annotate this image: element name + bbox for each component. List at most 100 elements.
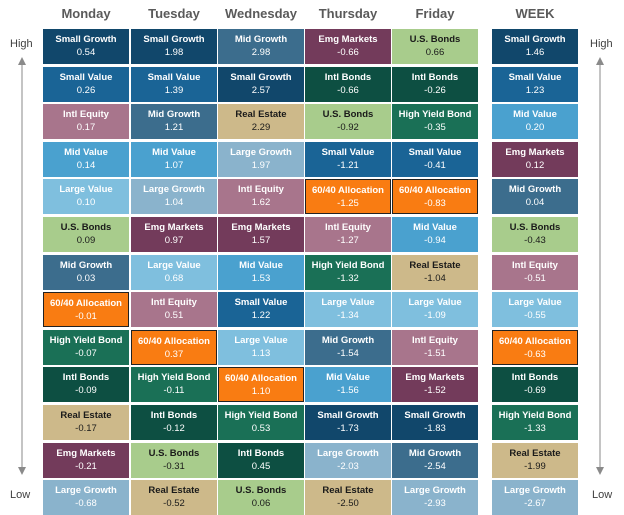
- low-label-left: Low: [10, 489, 31, 501]
- cell-tuesday-intl-equity: Intl Equity 0.51: [131, 292, 217, 328]
- return-value-label: 0.51: [164, 310, 184, 322]
- asset-name-label: Small Value: [321, 146, 375, 158]
- return-value-label: 0.09: [76, 235, 96, 246]
- cell-thursday-large-growth: Large Growth -2.03: [305, 442, 391, 478]
- cell-wednesday-mid-value: Mid Value 1.53: [218, 254, 304, 290]
- cell-tuesday-large-growth: Large Growth 1.04: [131, 179, 217, 215]
- asset-name-label: Large Value: [59, 184, 113, 196]
- return-value-label: 0.12: [525, 159, 545, 171]
- return-value-label: 0.97: [164, 235, 184, 246]
- asset-name-label: 60/40 Allocation: [312, 185, 384, 197]
- cell-friday-small-value: Small Value -0.41: [392, 141, 478, 177]
- cell-week-emg-markets: Emg Markets 0.12: [492, 141, 578, 177]
- return-value-label: 0.26: [76, 84, 96, 96]
- return-value-label: -0.26: [424, 84, 446, 96]
- asset-name-label: Small Growth: [55, 34, 117, 45]
- cell-wednesday-large-growth: Large Growth 1.97: [218, 141, 304, 177]
- cell-tuesday-high-yield-bond: High Yield Bond -0.11: [131, 367, 217, 403]
- column-header-monday: Monday: [61, 6, 111, 21]
- cell-friday-intl-equity: Intl Equity -1.51: [392, 329, 478, 365]
- return-value-label: -0.51: [524, 272, 546, 284]
- asset-name-label: Intl Bonds: [237, 447, 285, 459]
- return-value-label: -0.11: [163, 385, 185, 397]
- return-value-label: -0.66: [337, 84, 359, 96]
- asset-name-label: Intl Bonds: [150, 410, 198, 421]
- cell-thursday-real-estate: Real Estate -2.50: [305, 480, 391, 515]
- cell-wednesday-60-40-allocation: 60/40 Allocation 1.10: [218, 367, 304, 403]
- return-value-label: 1.62: [251, 197, 271, 209]
- return-value-label: -0.17: [75, 423, 97, 434]
- asset-name-label: Real Estate: [409, 259, 461, 271]
- return-value-label: -1.52: [424, 385, 446, 397]
- cell-thursday-high-yield-bond: High Yield Bond -1.32: [305, 254, 391, 290]
- cell-monday-intl-equity: Intl Equity 0.17: [43, 104, 129, 140]
- column-header-friday: Friday: [415, 6, 455, 21]
- return-value-label: 1.10: [251, 386, 271, 398]
- asset-name-label: High Yield Bond: [137, 372, 211, 384]
- return-value-label: 0.17: [76, 122, 96, 134]
- asset-name-label: Emg Markets: [144, 222, 204, 233]
- return-value-label: -1.33: [524, 423, 546, 434]
- asset-name-label: Small Growth: [317, 410, 379, 421]
- return-value-label: -1.27: [337, 235, 359, 246]
- asset-name-label: Intl Equity: [512, 259, 558, 271]
- cell-wednesday-intl-equity: Intl Equity 1.62: [218, 179, 304, 215]
- return-value-label: -0.94: [424, 235, 446, 246]
- asset-name-label: U.S. Bonds: [409, 34, 461, 45]
- asset-name-label: Emg Markets: [505, 146, 565, 158]
- return-value-label: 0.03: [76, 272, 96, 284]
- asset-name-label: U.S. Bonds: [60, 222, 112, 233]
- return-value-label: 0.14: [76, 159, 96, 171]
- cell-friday-emg-markets: Emg Markets -1.52: [392, 367, 478, 403]
- return-value-label: 0.04: [525, 197, 545, 209]
- cell-friday-large-value: Large Value -1.09: [392, 292, 478, 328]
- return-value-label: -0.92: [337, 122, 359, 134]
- return-value-label: 1.97: [251, 159, 271, 171]
- cell-wednesday-small-growth: Small Growth 2.57: [218, 66, 304, 102]
- return-value-label: 1.39: [164, 84, 184, 96]
- column-header-wednesday: Wednesday: [224, 6, 297, 21]
- asset-name-label: High Yield Bond: [311, 259, 385, 271]
- asset-name-label: Large Value: [508, 297, 562, 309]
- cell-friday-large-growth: Large Growth -2.93: [392, 480, 478, 515]
- cell-week-large-growth: Large Growth -2.67: [492, 480, 578, 515]
- column-header-thursday: Thursday: [318, 6, 378, 21]
- asset-name-label: Large Growth: [143, 184, 205, 196]
- cell-week-u-s-bonds: U.S. Bonds -0.43: [492, 217, 578, 252]
- return-value-label: -0.41: [424, 159, 446, 171]
- asset-name-label: U.S. Bonds: [235, 485, 287, 497]
- asset-name-label: Mid Value: [413, 222, 457, 233]
- cell-week-intl-bonds: Intl Bonds -0.69: [492, 367, 578, 403]
- return-value-label: -1.54: [337, 347, 359, 359]
- cell-friday-small-growth: Small Growth -1.83: [392, 405, 478, 440]
- asset-name-label: Real Estate: [322, 485, 374, 497]
- asset-name-label: Mid Value: [239, 259, 283, 271]
- return-value-label: -1.83: [424, 423, 446, 434]
- return-value-label: -0.09: [75, 385, 97, 397]
- return-value-label: -1.21: [337, 159, 359, 171]
- cell-tuesday-large-value: Large Value 0.68: [131, 254, 217, 290]
- return-value-label: -0.55: [524, 310, 546, 322]
- cell-wednesday-large-value: Large Value 1.13: [218, 329, 304, 365]
- cell-monday-u-s-bonds: U.S. Bonds 0.09: [43, 217, 129, 252]
- return-value-label: 2.29: [251, 122, 271, 134]
- cell-tuesday-mid-growth: Mid Growth 1.21: [131, 104, 217, 140]
- return-value-label: -1.04: [424, 272, 446, 284]
- asset-name-label: High Yield Bond: [49, 334, 123, 346]
- return-value-label: -0.66: [337, 47, 359, 58]
- cell-friday-mid-growth: Mid Growth -2.54: [392, 442, 478, 478]
- asset-name-label: Large Growth: [504, 485, 566, 497]
- asset-name-label: Small Value: [408, 146, 462, 158]
- return-value-label: 1.57: [251, 235, 271, 246]
- asset-name-label: Small Value: [59, 71, 113, 83]
- asset-name-label: Mid Value: [64, 146, 108, 158]
- cell-wednesday-small-value: Small Value 1.22: [218, 292, 304, 328]
- cell-wednesday-mid-growth: Mid Growth 2.98: [218, 29, 304, 64]
- cell-week-high-yield-bond: High Yield Bond -1.33: [492, 405, 578, 440]
- cell-tuesday-60-40-allocation: 60/40 Allocation 0.37: [131, 329, 217, 365]
- cell-thursday-mid-growth: Mid Growth -1.54: [305, 329, 391, 365]
- cell-friday-real-estate: Real Estate -1.04: [392, 254, 478, 290]
- asset-name-label: Emg Markets: [318, 34, 378, 45]
- high-label-left: High: [10, 38, 33, 50]
- return-value-label: 0.68: [164, 272, 184, 284]
